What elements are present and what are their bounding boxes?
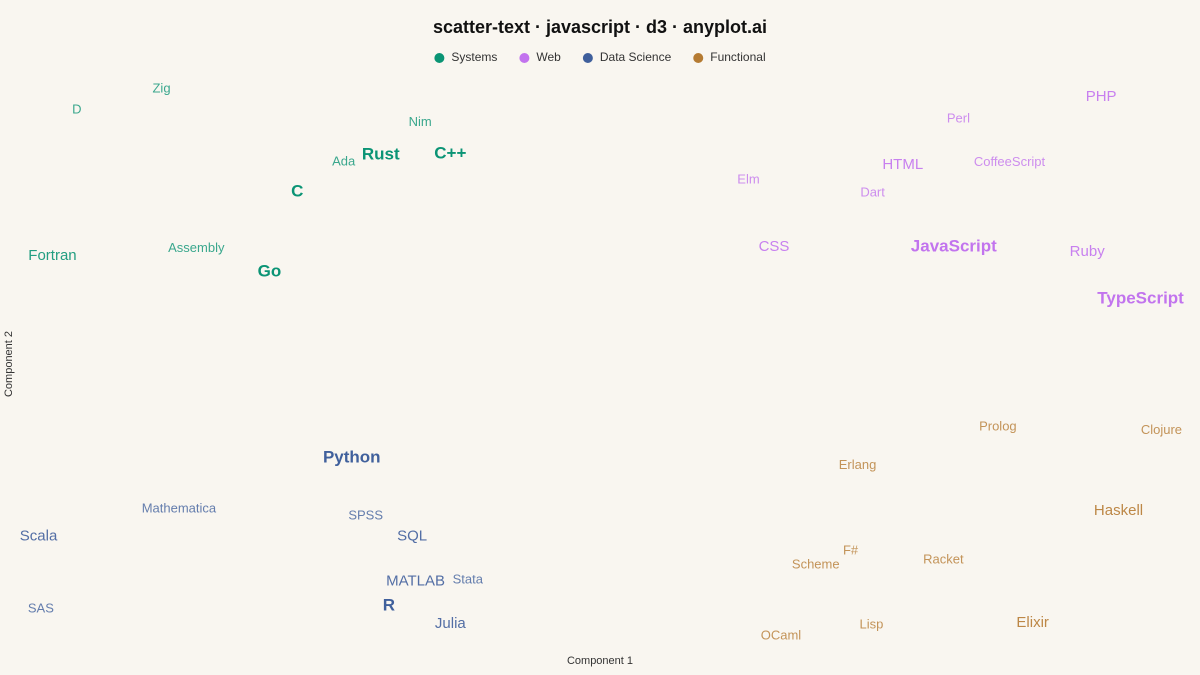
point-label: Assembly [168,240,225,255]
point-label: Erlang [839,457,877,472]
point-label: CSS [759,238,790,255]
point-label: D [72,101,81,116]
legend-label: Data Science [600,50,672,64]
point-label: R [383,596,395,615]
legend-label: Web [536,50,561,64]
point-label: Haskell [1094,502,1143,519]
legend-marker [693,53,704,63]
legend-marker [434,53,445,63]
point-label: Go [258,262,282,281]
point-label: Perl [947,110,970,125]
x-axis-label: Component 1 [567,655,633,667]
point-label: Clojure [1141,422,1182,437]
point-label: Julia [435,615,467,632]
legend-label: Systems [451,50,497,64]
point-label: SAS [28,600,54,615]
point-label: Ruby [1070,243,1106,260]
legend: Systems Web Data Science Functional [434,50,766,64]
point-label: Lisp [860,616,884,631]
point-label: F# [843,543,859,558]
point-label: C++ [434,143,466,162]
point-label: Nim [409,114,432,129]
point-label: Scala [20,528,58,545]
point-label: Elixir [1016,614,1049,631]
point-label: Ada [332,154,356,169]
legend-label: Functional [710,50,765,64]
point-label: Dart [860,185,885,200]
point-label: Stata [453,571,484,586]
point-label: TypeScript [1097,289,1184,308]
point-label: MATLAB [386,573,445,590]
point-label: SQL [397,528,427,545]
point-label: CoffeeScript [974,154,1046,169]
point-label: Racket [923,552,964,567]
point-label: Zig [152,80,170,95]
point-label: Rust [362,144,400,163]
point-label: Scheme [792,557,840,572]
point-label: Fortran [28,247,76,264]
point-label: PHP [1086,88,1117,105]
point-label: Mathematica [142,500,217,515]
point-label: Elm [737,171,759,186]
legend-marker [519,53,530,63]
point-label: Prolog [979,418,1017,433]
chart-title: scatter-text · javascript · d3 · anyplot… [433,17,767,37]
point-label: Python [323,447,381,466]
point-label: JavaScript [911,237,997,256]
point-label: HTML [882,156,923,173]
y-axis-label: Component 2 [3,331,15,397]
legend-marker [582,53,593,63]
point-label: C [291,182,303,201]
point-label: SPSS [348,508,383,523]
point-label: OCaml [761,628,802,643]
